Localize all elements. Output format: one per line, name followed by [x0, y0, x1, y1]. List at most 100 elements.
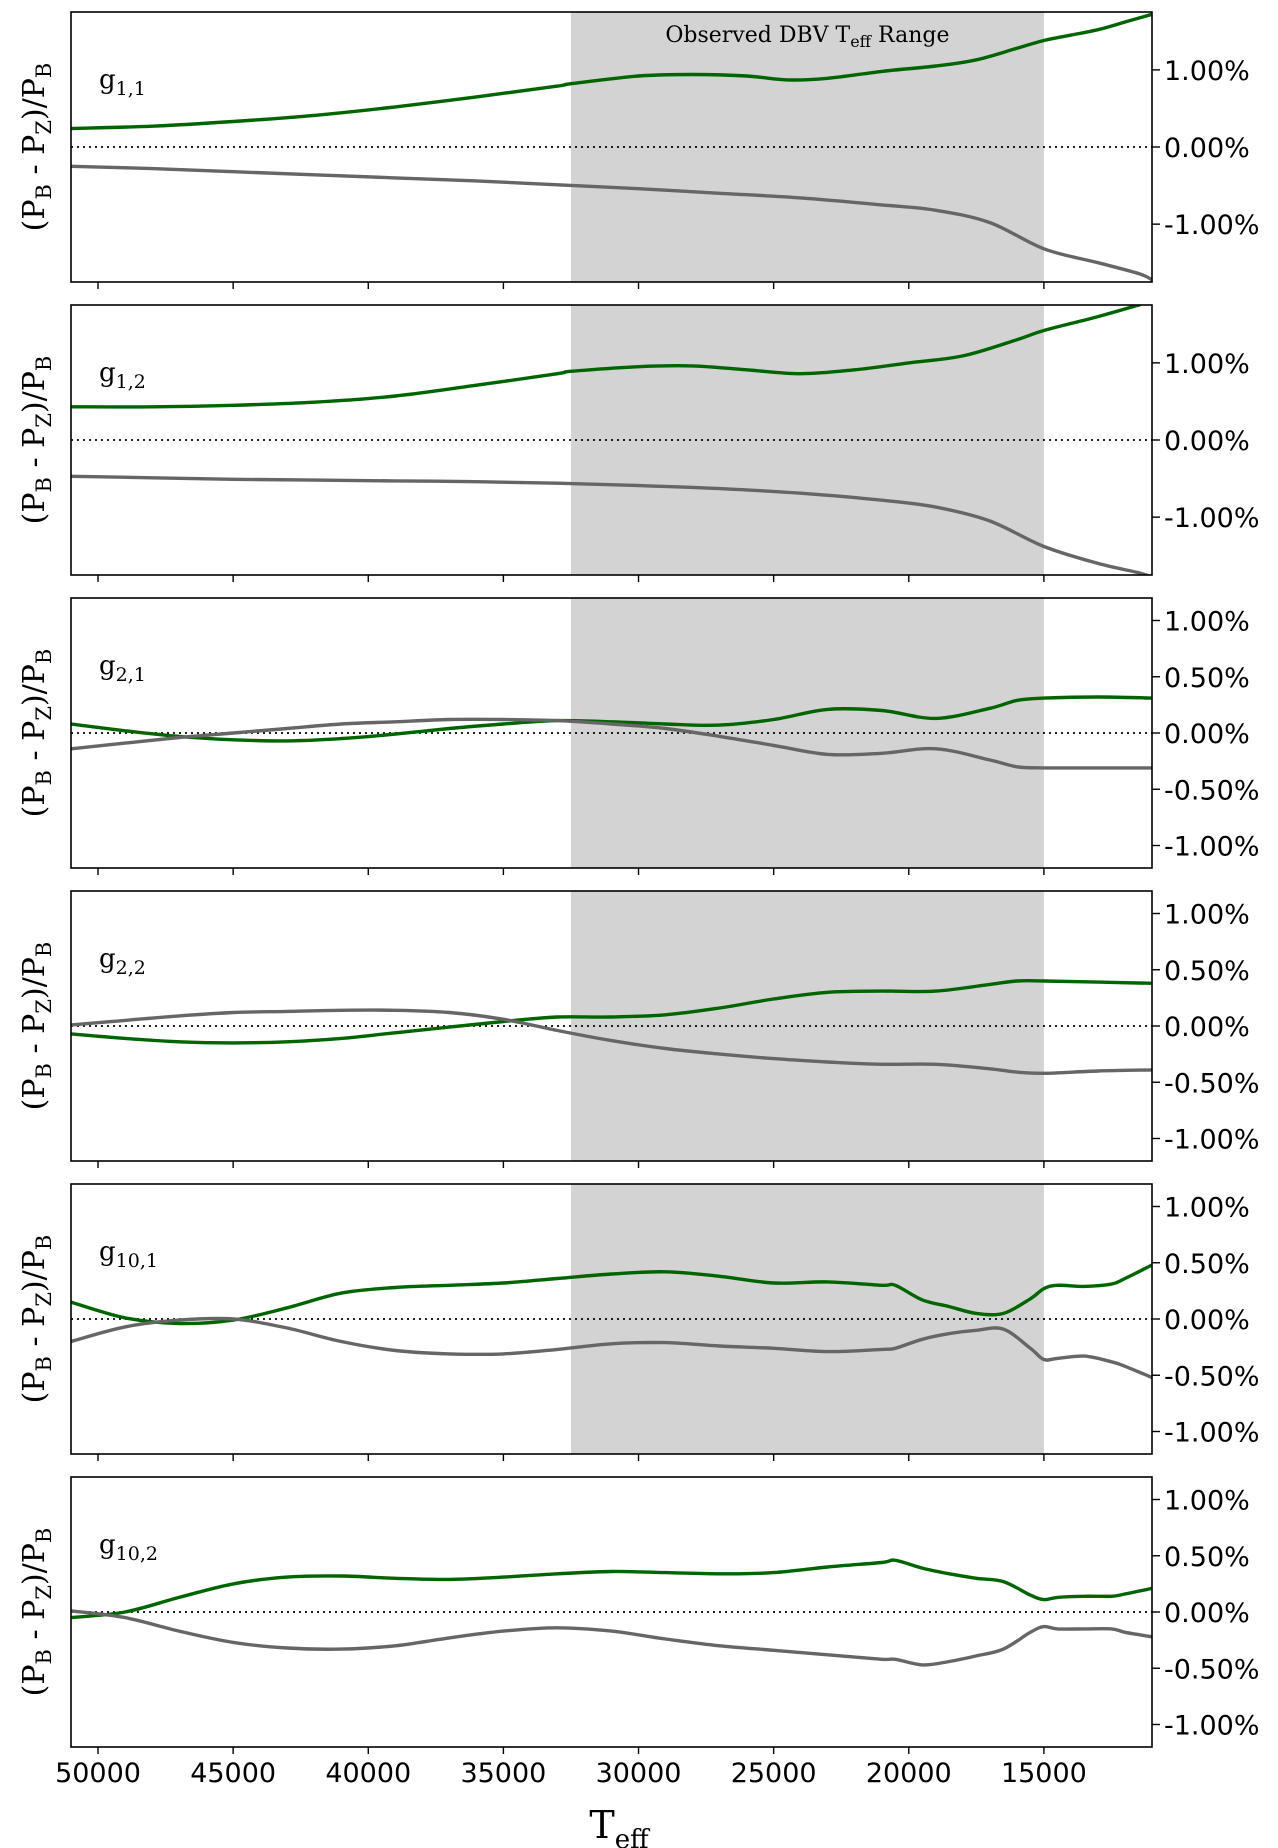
range-label-sub: eff	[850, 32, 872, 51]
y-axis-label-text: (P	[17, 1078, 52, 1110]
y-axis-label-sub: B	[32, 649, 56, 664]
y-axis-label-text: - P	[17, 1014, 52, 1063]
y-axis-label-sub: B	[32, 356, 56, 371]
y-axis-label-sub: B	[32, 1649, 56, 1664]
y-tick-label: 0.50%	[1164, 1542, 1250, 1573]
y-tick-label: 0.00%	[1164, 1012, 1250, 1043]
panel-mode-sub: 10,1	[116, 1250, 158, 1272]
x-tick-label: 30000	[596, 1758, 682, 1789]
y-axis-label-text: - P	[17, 1307, 52, 1356]
series-line-green	[71, 1558, 1152, 1620]
y-tick-label: 1.00%	[1164, 1486, 1250, 1517]
panel-5: 1.00%0.50%0.00%-0.50%-1.00%(PB - PZ)/PB g…	[17, 1183, 1260, 1461]
y-tick-label: 0.00%	[1164, 426, 1250, 457]
panel-6: 1.00% 0.50% 0.00% -0.50% -1.00% (PB - PZ)/PB g…	[17, 1476, 1260, 1754]
series-line-gray	[71, 1008, 1152, 1076]
series-line-green	[71, 12, 1152, 131]
panel-4: 1.00%0.50%0.00%-0.50%-1.00%(PB - PZ)/PB g…	[17, 890, 1260, 1168]
y-axis-label-text: (P	[17, 1371, 52, 1403]
y-tick-label: -1.00%	[1164, 1711, 1260, 1742]
x-tick-label: 40000	[325, 1758, 411, 1789]
range-label-text: Range	[871, 23, 949, 48]
observed-range-label: Observed DBV Teff Range	[665, 23, 949, 51]
x-axis-label: Teff	[589, 1803, 651, 1848]
series-line-gray	[71, 717, 1152, 770]
panel-mode-main: g	[99, 944, 116, 974]
y-tick-label: 1.00%	[1164, 1193, 1250, 1224]
y-axis-label: (PB - PZ)/PB	[17, 942, 56, 1111]
y-axis-label-sub: B	[32, 184, 56, 199]
y-tick-label: 0.00%	[1164, 1305, 1250, 1336]
y-axis-label-sub: Z	[32, 120, 56, 135]
series-line-green	[71, 1263, 1152, 1326]
y-axis-label-text: - P	[17, 428, 52, 477]
y-axis-label-sub: B	[32, 477, 56, 492]
y-axis-label-sub: B	[32, 1235, 56, 1250]
y-axis-label: (PB - PZ)/PB	[17, 1528, 56, 1697]
y-axis-label-sub: Z	[32, 706, 56, 721]
y-axis-label-text: (P	[17, 785, 52, 817]
y-tick-label: 0.00%	[1164, 1598, 1250, 1629]
panel-mode-label: g10,1	[99, 1237, 158, 1272]
y-axis-label-text: )/P	[17, 957, 52, 999]
y-axis-label-text: - P	[17, 721, 52, 770]
range-label-text: Observed DBV T	[665, 23, 850, 48]
y-axis-label-text: (P	[17, 199, 52, 231]
panel-mode-sub: 2,2	[116, 957, 146, 979]
y-axis-label-text: )/P	[17, 664, 52, 706]
y-tick-label: -0.50%	[1164, 1361, 1260, 1392]
x-tick-label: 15000	[1001, 1758, 1087, 1789]
y-tick-label: -0.50%	[1164, 1654, 1260, 1685]
panel-mode-main: g	[99, 1237, 116, 1267]
panel-mode-label: g1,1	[99, 65, 146, 100]
y-axis-label-text: (P	[17, 1664, 52, 1696]
panel-mode-label: g10,2	[99, 1530, 158, 1565]
panels: Observed DBV Teff Range 1.00% 0.00% -1.00% (…	[17, 11, 1260, 1754]
panel-mode-main: g	[99, 651, 116, 681]
y-tick-label: 1.00%	[1164, 56, 1250, 87]
y-tick-label: -1.00%	[1164, 1125, 1260, 1156]
panel-mode-sub: 10,2	[116, 1543, 158, 1565]
y-axis-label-text: - P	[17, 1600, 52, 1649]
y-tick-label: -1.00%	[1164, 210, 1260, 241]
y-tick-label: -1.00%	[1164, 1418, 1260, 1449]
panel-mode-sub: 1,1	[116, 78, 146, 100]
x-tick-label: 50000	[55, 1758, 141, 1789]
series-line-gray	[71, 1609, 1152, 1667]
series-line-green	[71, 978, 1152, 1045]
y-axis-label-text: )/P	[17, 371, 52, 413]
y-tick-label: 0.00%	[1164, 719, 1250, 750]
panel-mode-label: g2,1	[99, 651, 146, 686]
y-axis-label: (PB - PZ)/PB	[17, 649, 56, 818]
x-tick-label: 20000	[866, 1758, 952, 1789]
panel-1: Observed DBV Teff Range 1.00% 0.00% -1.00% (…	[17, 11, 1260, 289]
y-tick-label: 0.00%	[1164, 133, 1250, 164]
y-tick-label: 1.00%	[1164, 900, 1250, 931]
y-axis-label: (PB - PZ)/PB	[17, 356, 56, 525]
y-axis-label: (PB - PZ)/PB	[17, 1235, 56, 1404]
panel-mode-sub: 2,1	[116, 664, 146, 686]
y-tick-label: 0.50%	[1164, 663, 1250, 694]
y-axis-label-text: - P	[17, 135, 52, 184]
y-tick-label: -0.50%	[1164, 775, 1260, 806]
panel-2: 1.00%0.00%-1.00%(PB - PZ)/PB g1,2	[17, 304, 1260, 582]
series-line-green	[71, 695, 1152, 743]
y-axis-label-sub: Z	[32, 1585, 56, 1600]
y-axis-label-sub: Z	[32, 999, 56, 1014]
y-axis-label-sub: Z	[32, 1292, 56, 1307]
y-tick-label: 1.00%	[1164, 607, 1250, 638]
y-tick-label: 0.50%	[1164, 1249, 1250, 1280]
y-tick-label: -1.00%	[1164, 503, 1260, 534]
series-line-gray	[71, 164, 1152, 282]
panel-mode-label: g1,2	[99, 358, 146, 393]
panel-mode-main: g	[99, 358, 116, 388]
y-axis-label-sub: B	[32, 770, 56, 785]
x-tick-label: 45000	[190, 1758, 276, 1789]
y-axis-label-sub: B	[32, 1063, 56, 1078]
y-axis-label-sub: B	[32, 942, 56, 957]
panel-mode-main: g	[99, 65, 116, 95]
y-tick-label: 0.50%	[1164, 956, 1250, 987]
y-axis-label-text: (P	[17, 492, 52, 524]
panel-mode-main: g	[99, 1530, 116, 1560]
